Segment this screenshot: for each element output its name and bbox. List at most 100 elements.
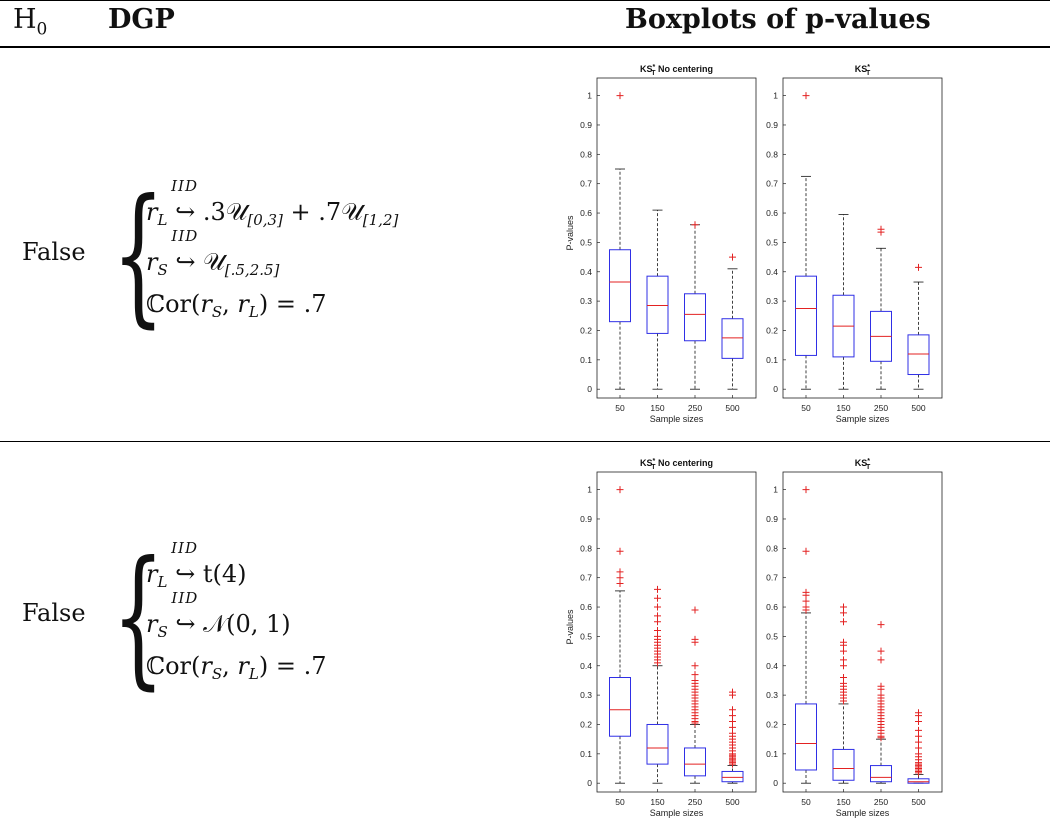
outlier-marker xyxy=(802,597,810,605)
y-tick-label: 0.7 xyxy=(580,573,592,583)
y-tick-label: 0.9 xyxy=(580,120,592,130)
box-250 xyxy=(870,225,892,390)
y-tick-label: 1 xyxy=(773,485,778,495)
outlier-marker xyxy=(729,253,736,261)
x-tick-label: 500 xyxy=(725,403,739,413)
y-tick-label: 0.4 xyxy=(580,661,592,671)
outlier-marker xyxy=(654,594,661,602)
outlier-marker xyxy=(616,580,624,588)
header-h0: H0 xyxy=(13,4,48,40)
outlier-marker xyxy=(729,723,736,731)
y-tick-label: 0.3 xyxy=(766,296,778,306)
y-tick-label: 0 xyxy=(587,384,592,394)
outlier-marker xyxy=(802,603,810,611)
equation-line-2: rS ↪ IID 𝒩(0, 1) xyxy=(146,589,291,641)
outlier-marker xyxy=(877,225,885,233)
outlier-marker xyxy=(840,662,847,670)
box-iqr xyxy=(646,723,669,765)
plot-frame xyxy=(782,77,943,399)
y-tick-label: 0.3 xyxy=(580,690,592,700)
outlier-marker xyxy=(654,612,661,620)
x-tick-label: 500 xyxy=(911,797,925,807)
outlier-marker xyxy=(654,632,661,640)
box-iqr xyxy=(907,778,930,784)
outlier-marker xyxy=(840,674,847,682)
row-h0-value: False xyxy=(22,238,86,266)
x-tick-label: 150 xyxy=(650,403,664,413)
y-tick-label: 0.5 xyxy=(580,631,592,641)
outlier-marker xyxy=(691,662,699,670)
y-tick-label: 1 xyxy=(587,91,592,101)
equation-line-2: rS ↪ IID 𝒰[.5,2.5] xyxy=(146,227,280,279)
y-tick-label: 0.2 xyxy=(580,719,592,729)
outlier-marker xyxy=(915,744,922,752)
box-iqr xyxy=(609,677,631,737)
y-tick-label: 0.1 xyxy=(766,355,778,365)
outlier-marker xyxy=(691,635,699,643)
box-250 xyxy=(684,606,706,784)
y-tick-label: 0.1 xyxy=(766,749,778,759)
x-tick-label: 50 xyxy=(615,797,625,807)
outlier-marker xyxy=(616,486,624,494)
header-boxplots: Boxplots of p-values xyxy=(625,4,931,35)
y-tick-label: 0.7 xyxy=(766,573,778,583)
y-tick-label: 0.8 xyxy=(766,543,778,553)
plot-frame xyxy=(782,471,943,793)
outlier-marker xyxy=(654,603,661,611)
x-tick-label: 50 xyxy=(801,403,811,413)
y-tick-label: 0.6 xyxy=(766,208,778,218)
outlier-marker xyxy=(877,691,885,699)
box-50 xyxy=(795,92,817,390)
outlier-marker xyxy=(877,647,885,655)
box-iqr xyxy=(684,747,706,777)
y-tick-label: 0.9 xyxy=(766,514,778,524)
outlier-marker xyxy=(729,688,736,696)
outlier-marker xyxy=(729,712,736,720)
outlier-marker xyxy=(915,709,922,717)
outlier-marker xyxy=(654,627,661,635)
box-iqr xyxy=(832,748,855,781)
outlier-marker xyxy=(691,676,699,684)
box-500 xyxy=(907,709,930,784)
x-axis-label: Sample sizes xyxy=(650,808,704,818)
outlier-marker xyxy=(616,568,624,576)
outlier-marker xyxy=(729,706,736,714)
y-tick-label: 0.2 xyxy=(766,325,778,335)
box-iqr xyxy=(646,275,669,334)
header-dgp: DGP xyxy=(108,4,175,35)
box-iqr xyxy=(870,765,892,783)
x-tick-label: 250 xyxy=(688,797,702,807)
box-150 xyxy=(646,209,669,390)
y-tick-label: 0.4 xyxy=(766,267,778,277)
box-250 xyxy=(870,621,892,784)
plot-frame xyxy=(596,471,757,793)
y-tick-label: 0 xyxy=(587,778,592,788)
table-row-rule xyxy=(0,441,1050,442)
outlier-marker xyxy=(802,588,810,596)
outlier-marker xyxy=(915,263,922,271)
y-tick-label: 0.5 xyxy=(766,237,778,247)
outlier-marker xyxy=(840,679,847,687)
y-tick-label: 0.6 xyxy=(580,602,592,612)
y-tick-label: 0.8 xyxy=(580,149,592,159)
outlier-marker xyxy=(877,682,885,690)
table-row: False { rL ↪ IID .3𝒰[0,3] + .7𝒰[1,2] rS ↪… xyxy=(0,48,560,440)
y-tick-label: 0.5 xyxy=(580,237,592,247)
chart-title: KS* T No centering xyxy=(640,458,713,471)
equation-line-1: rL ↪ IID t(4) xyxy=(146,539,247,591)
box-50 xyxy=(609,486,631,784)
outlier-marker xyxy=(802,547,810,555)
outlier-marker xyxy=(877,621,885,629)
box-500 xyxy=(907,263,930,390)
equation-line-3: ℂor(rS, rL) = .7 xyxy=(146,652,327,683)
box-500 xyxy=(721,688,744,784)
row-h0-value: False xyxy=(22,599,86,627)
y-tick-label: 0.2 xyxy=(580,325,592,335)
x-tick-label: 150 xyxy=(836,797,850,807)
y-tick-label: 0.7 xyxy=(766,179,778,189)
box-50 xyxy=(795,486,817,784)
outlier-marker xyxy=(915,718,922,726)
outlier-marker xyxy=(840,618,847,626)
outlier-marker xyxy=(691,671,699,679)
